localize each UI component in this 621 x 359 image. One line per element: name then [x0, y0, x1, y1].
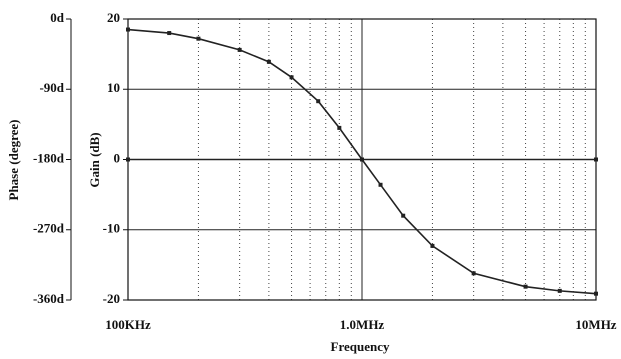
x-tick-label: 1.0MHz [340, 317, 385, 332]
y2-tick-label: -360d [33, 291, 65, 306]
y2-tick-label: 0d [50, 10, 65, 25]
y-tick-label: -10 [103, 221, 120, 236]
point-marker [126, 28, 130, 32]
y2-tick-label: -270d [33, 221, 65, 236]
point-marker [524, 285, 528, 289]
y-axis-label: Gain (dB) [87, 132, 102, 187]
point-marker [167, 31, 171, 35]
point-marker [290, 75, 294, 79]
point-marker [594, 158, 598, 162]
point-marker [238, 48, 242, 52]
chart: Frequency Gain (dB) Phase (degree) 100KH… [0, 0, 621, 359]
point-marker [379, 183, 383, 187]
y-tick-label: -20 [103, 291, 120, 306]
y-tick-label: 20 [107, 10, 120, 25]
point-marker [472, 271, 476, 275]
point-marker [401, 214, 405, 218]
point-marker [196, 37, 200, 41]
y-tick-label: 0 [114, 150, 121, 165]
y2-tick-label: -180d [33, 150, 65, 165]
point-marker [267, 60, 271, 64]
point-marker [316, 99, 320, 103]
y-tick-label: 10 [107, 80, 120, 95]
point-marker [126, 158, 130, 162]
x-axis-label: Frequency [331, 339, 390, 354]
x-tick-label: 100KHz [105, 317, 151, 332]
point-marker [430, 244, 434, 248]
y2-axis-label: Phase (degree) [6, 120, 21, 201]
point-marker [337, 126, 341, 130]
x-tick-label: 10MHz [575, 317, 616, 332]
point-marker [594, 292, 598, 296]
y2-tick-label: -90d [39, 80, 64, 95]
point-marker [558, 289, 562, 293]
